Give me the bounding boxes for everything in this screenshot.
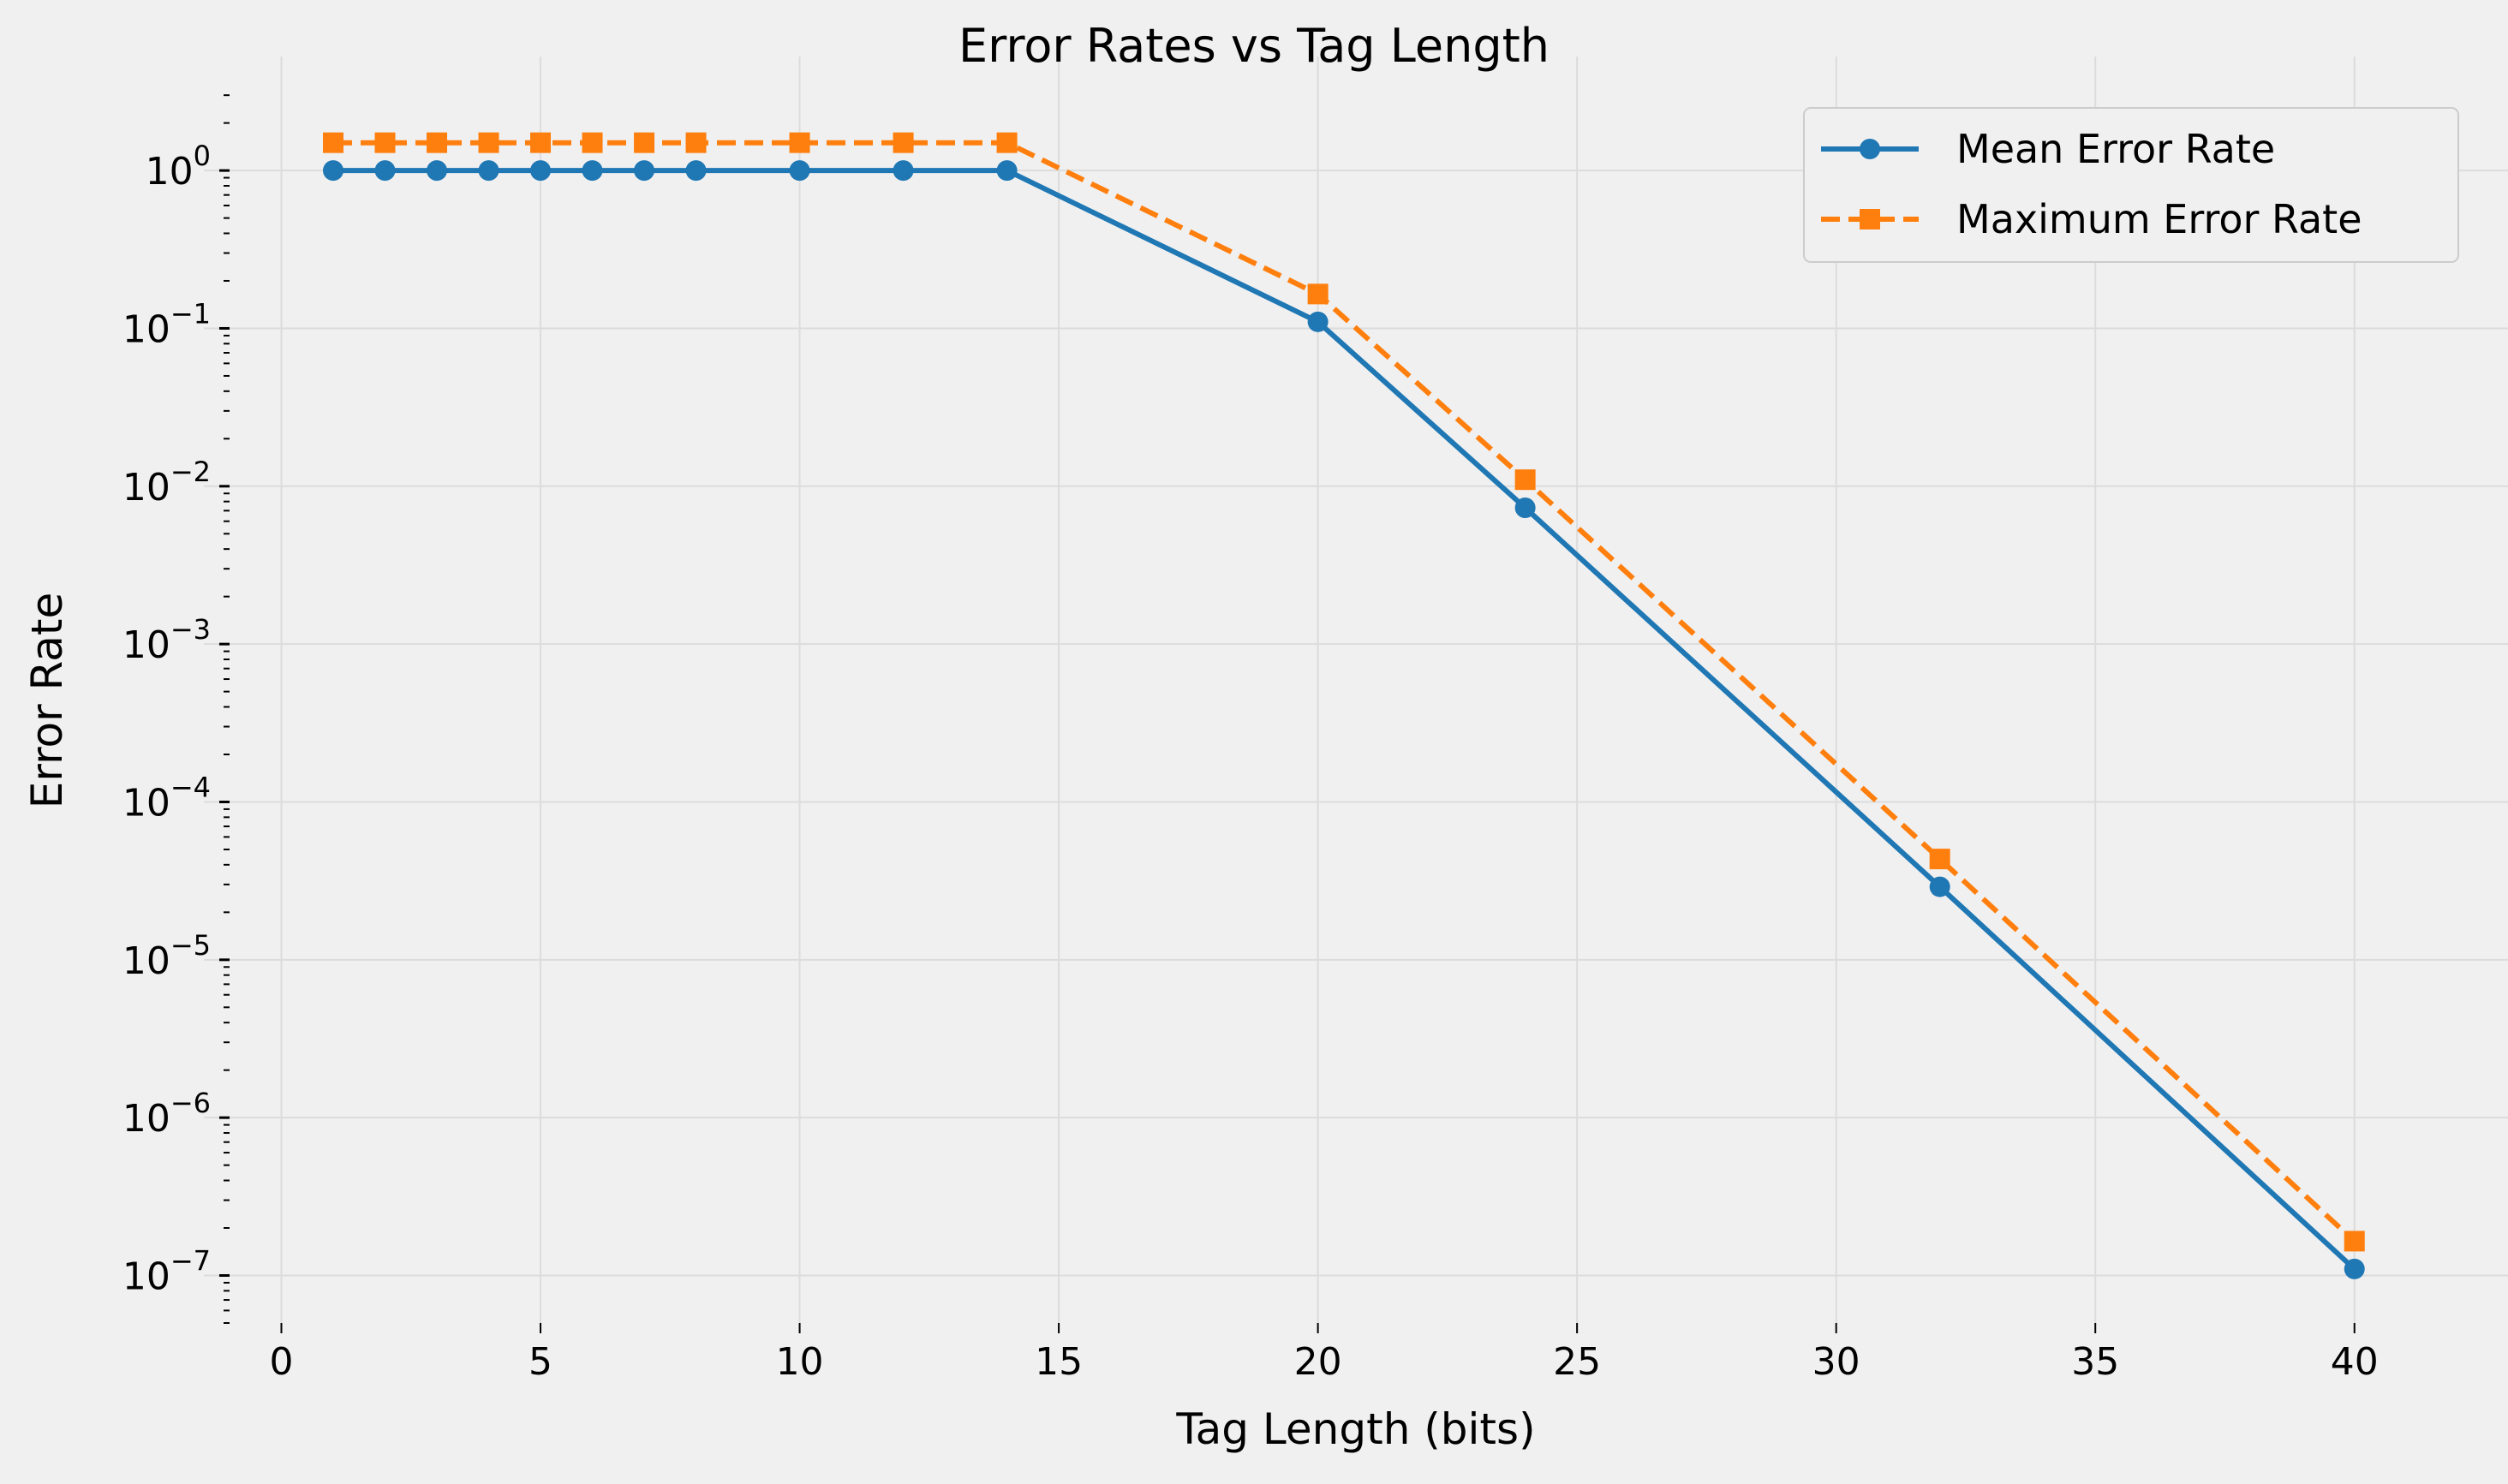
data-point-mean xyxy=(996,160,1018,182)
x-axis-ticks: 0 5 10 15 20 25 30 35 40 xyxy=(270,1323,2379,1384)
data-point-max xyxy=(996,132,1018,153)
data-point-max xyxy=(634,132,655,153)
y-minor-ticks xyxy=(224,94,230,1324)
data-point-mean xyxy=(478,160,499,182)
x-tick-label: 5 xyxy=(528,1340,552,1384)
legend-label-maximum: Maximum Error Rate xyxy=(1956,196,2362,242)
data-point-max xyxy=(1929,849,1950,870)
legend-box xyxy=(1803,107,2459,263)
y-tick-label: 10−2 xyxy=(122,456,211,510)
x-tick-label: 0 xyxy=(270,1340,294,1384)
data-point-max xyxy=(478,132,499,153)
data-point-mean xyxy=(893,160,914,182)
data-point-mean xyxy=(530,160,552,182)
data-point-mean xyxy=(1514,497,1536,518)
data-point-mean xyxy=(374,160,396,182)
data-point-max xyxy=(1307,283,1329,305)
y-tick-label: 10−4 xyxy=(122,771,211,825)
data-point-max xyxy=(530,132,552,153)
data-point-mean xyxy=(582,160,603,182)
data-point-max xyxy=(893,132,914,153)
x-tick-label: 15 xyxy=(1035,1340,1083,1384)
data-point-mean xyxy=(634,160,655,182)
y-tick-label: 10−6 xyxy=(122,1087,211,1141)
y-axis-label: Error Rate xyxy=(22,593,72,808)
data-point-mean xyxy=(323,160,344,182)
y-tick-label: 10−5 xyxy=(122,929,211,983)
data-point-max xyxy=(323,132,344,153)
data-point-max xyxy=(1514,469,1536,491)
x-axis-label: Tag Length (bits) xyxy=(1175,1404,1535,1454)
x-tick-label: 40 xyxy=(2331,1340,2379,1384)
data-point-mean xyxy=(1929,876,1950,897)
data-point-max xyxy=(374,132,396,153)
legend-entry-mean-error-rate: Mean Error Rate xyxy=(1821,126,2275,172)
chart-title: Error Rates vs Tag Length xyxy=(958,19,1550,73)
x-tick-label: 25 xyxy=(1553,1340,1601,1384)
legend-entry-maximum-error-rate: Maximum Error Rate xyxy=(1821,196,2362,242)
data-point-max xyxy=(789,132,810,153)
data-point-max xyxy=(685,132,707,153)
data-point-max xyxy=(582,132,603,153)
data-point-mean xyxy=(789,160,810,182)
legend: Mean Error Rate Maximum Error Rate xyxy=(1803,107,2459,263)
x-tick-label: 35 xyxy=(2071,1340,2119,1384)
data-point-mean xyxy=(427,160,448,182)
y-tick-label: 10−1 xyxy=(122,297,211,351)
y-tick-label: 100 xyxy=(146,140,211,194)
y-tick-label: 10−3 xyxy=(122,613,211,667)
data-point-mean xyxy=(685,160,707,182)
series-layer xyxy=(323,132,2365,1279)
data-point-max xyxy=(427,132,448,153)
legend-marker-maximum xyxy=(1860,209,1880,229)
data-point-max xyxy=(2344,1231,2365,1252)
x-tick-label: 10 xyxy=(776,1340,824,1384)
data-point-mean xyxy=(2344,1258,2365,1279)
y-axis-ticks: 100 10−1 10−2 10−3 10−4 10−5 10−6 10−7 xyxy=(122,140,230,1299)
legend-marker-mean xyxy=(1860,139,1880,159)
data-point-mean xyxy=(1307,311,1329,332)
y-tick-label: 10−7 xyxy=(122,1245,211,1299)
x-tick-label: 30 xyxy=(1812,1340,1860,1384)
x-tick-label: 20 xyxy=(1294,1340,1342,1384)
legend-label-mean: Mean Error Rate xyxy=(1956,126,2275,172)
